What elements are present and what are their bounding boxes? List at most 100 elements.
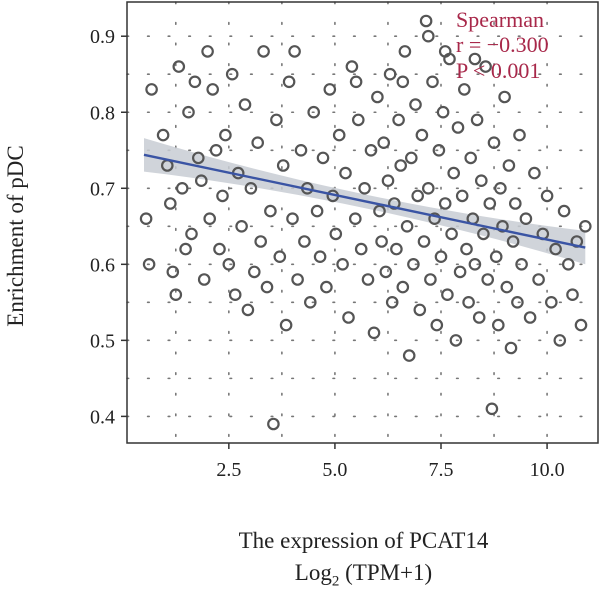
data-point	[419, 14, 433, 28]
data-point	[383, 67, 397, 81]
data-point	[185, 227, 198, 241]
data-point	[455, 189, 469, 203]
data-point	[544, 295, 558, 309]
y-tick-label: 0.9	[90, 26, 115, 48]
data-point	[400, 220, 414, 233]
x-axis: 2.5 5.0 7.5 10.0	[216, 443, 565, 481]
data-point	[273, 250, 287, 264]
x-tick-label: 2.5	[216, 459, 241, 481]
data-point	[500, 280, 514, 294]
data-point	[164, 197, 177, 210]
data-point	[235, 220, 248, 233]
data-point	[291, 273, 304, 286]
data-point	[313, 250, 327, 264]
data-point	[375, 235, 388, 248]
data-point	[349, 75, 363, 89]
data-point	[574, 318, 588, 332]
data-point	[303, 295, 317, 309]
data-point	[515, 257, 528, 271]
data-point	[434, 250, 448, 264]
data-point	[182, 105, 195, 119]
data-point	[485, 402, 499, 416]
data-point	[166, 265, 180, 279]
x-tick-label: 10.0	[530, 459, 565, 481]
data-point	[267, 417, 280, 431]
data-point	[504, 341, 518, 355]
data-point	[424, 273, 437, 286]
data-point	[225, 67, 239, 81]
data-point	[197, 273, 211, 286]
y-tick-label: 0.5	[90, 330, 115, 352]
data-point	[188, 75, 202, 89]
data-point	[481, 273, 494, 286]
data-point	[468, 52, 482, 66]
data-point	[511, 295, 524, 309]
data-point	[251, 136, 265, 149]
data-point	[578, 220, 592, 233]
data-point	[373, 204, 386, 218]
x-axis-unit-suffix: (TPM+1)	[339, 560, 433, 585]
data-point	[489, 250, 503, 264]
data-point	[179, 242, 192, 256]
data-point	[407, 257, 420, 271]
data-point	[432, 144, 446, 157]
data-point	[460, 242, 473, 256]
data-point	[396, 75, 410, 89]
data-point	[203, 212, 216, 225]
data-point	[216, 189, 229, 203]
x-tick-label: 7.5	[429, 459, 454, 481]
x-tick-label: 5.0	[322, 459, 347, 481]
data-point	[192, 151, 205, 165]
data-point	[294, 144, 308, 157]
data-point	[329, 227, 343, 241]
data-point	[310, 204, 324, 218]
data-point	[402, 349, 416, 362]
data-point	[413, 303, 427, 317]
data-point	[449, 334, 463, 347]
data-point	[394, 159, 407, 172]
x-axis-unit: Log2 (TPM+1)	[127, 560, 600, 591]
x-axis-unit-prefix: Log	[294, 560, 332, 585]
data-point	[241, 303, 255, 317]
data-point	[441, 288, 454, 301]
data-point	[354, 242, 368, 256]
data-point	[364, 144, 378, 157]
data-point	[451, 121, 465, 134]
data-point	[438, 45, 452, 58]
data-point	[502, 159, 516, 172]
data-point	[409, 98, 422, 111]
data-point	[367, 326, 381, 340]
data-point	[540, 189, 554, 203]
data-point	[483, 197, 497, 210]
data-point	[464, 151, 477, 165]
data-point	[474, 174, 488, 187]
data-point	[172, 60, 186, 73]
data-point	[415, 128, 429, 142]
data-point	[549, 242, 562, 256]
data-point	[336, 257, 349, 271]
data-point	[398, 45, 412, 58]
data-point	[438, 197, 452, 210]
data-point	[491, 318, 505, 332]
data-point	[421, 182, 435, 195]
data-point	[238, 98, 252, 111]
data-points	[139, 14, 592, 431]
plot-frame	[126, 1, 599, 444]
data-point	[426, 75, 439, 89]
data-point	[348, 212, 362, 225]
data-point	[201, 45, 214, 58]
data-point	[477, 227, 490, 241]
data-point	[396, 280, 410, 294]
data-point	[339, 166, 352, 180]
data-point	[428, 212, 441, 225]
data-point	[528, 166, 541, 180]
data-point	[195, 174, 208, 187]
data-point	[282, 75, 296, 89]
data-point	[264, 204, 277, 218]
data-point	[553, 334, 567, 347]
data-point	[430, 318, 444, 332]
data-point	[566, 288, 579, 301]
data-point	[470, 113, 484, 127]
data-point	[286, 212, 299, 225]
data-point	[145, 83, 158, 96]
